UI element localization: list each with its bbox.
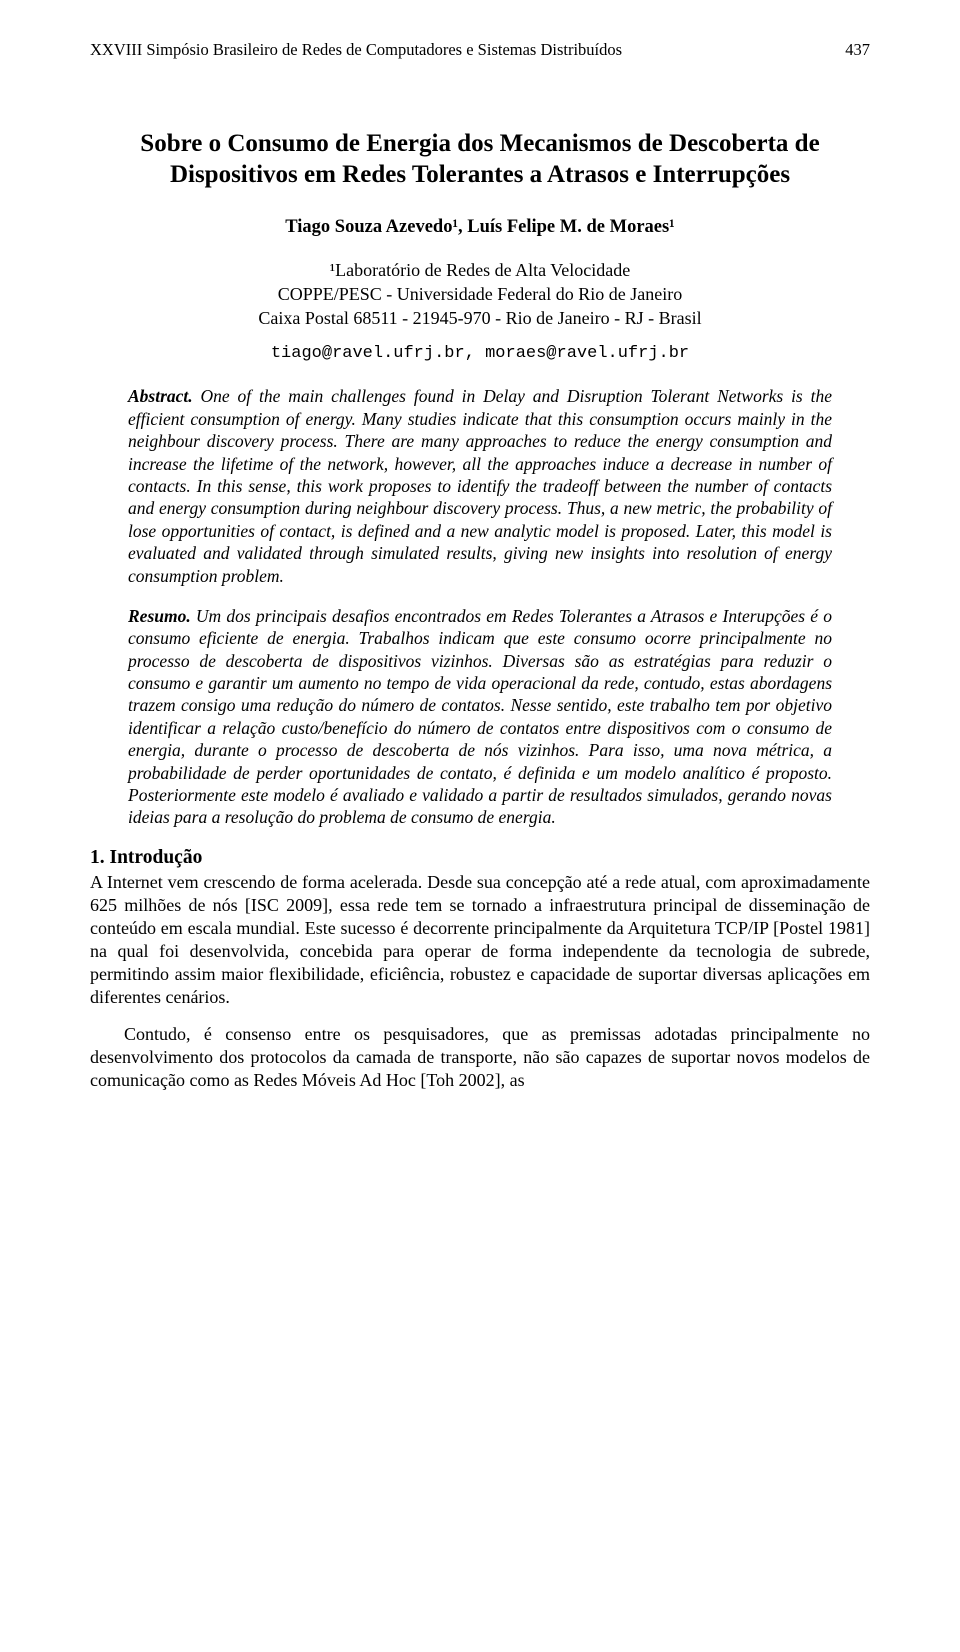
section-1-para-2: Contudo, é consenso entre os pesquisador… — [90, 1023, 870, 1092]
section-1-heading: 1. Introdução — [90, 847, 870, 869]
affiliation: ¹Laboratório de Redes de Alta Velocidade… — [90, 258, 870, 331]
abstract-block: Abstract. One of the main challenges fou… — [128, 385, 832, 587]
resumo-label: Resumo. — [128, 606, 191, 626]
running-header: XXVIII Simpósio Brasileiro de Redes de C… — [90, 40, 870, 60]
abstract-text: One of the main challenges found in Dela… — [128, 386, 832, 585]
paper-title: Sobre o Consumo de Energia dos Mecanismo… — [90, 128, 870, 191]
resumo-block: Resumo. Um dos principais desafios encon… — [128, 605, 832, 829]
author-emails: tiago@ravel.ufrj.br, moraes@ravel.ufrj.b… — [90, 344, 870, 363]
authors-line: Tiago Souza Azevedo¹, Luís Felipe M. de … — [90, 217, 870, 238]
header-page-number: 437 — [845, 40, 870, 60]
affiliation-line-1: ¹Laboratório de Redes de Alta Velocidade — [330, 260, 630, 280]
affiliation-line-3: Caixa Postal 68511 - 21945-970 - Rio de … — [258, 308, 701, 328]
header-running-title: XXVIII Simpósio Brasileiro de Redes de C… — [90, 40, 622, 60]
resumo-text: Um dos principais desafios encontrados e… — [128, 606, 832, 828]
abstract-label: Abstract. — [128, 386, 193, 406]
page: XXVIII Simpósio Brasileiro de Redes de C… — [0, 0, 960, 1146]
section-1-para-1: A Internet vem crescendo de forma aceler… — [90, 871, 870, 1009]
affiliation-line-2: COPPE/PESC - Universidade Federal do Rio… — [278, 284, 682, 304]
